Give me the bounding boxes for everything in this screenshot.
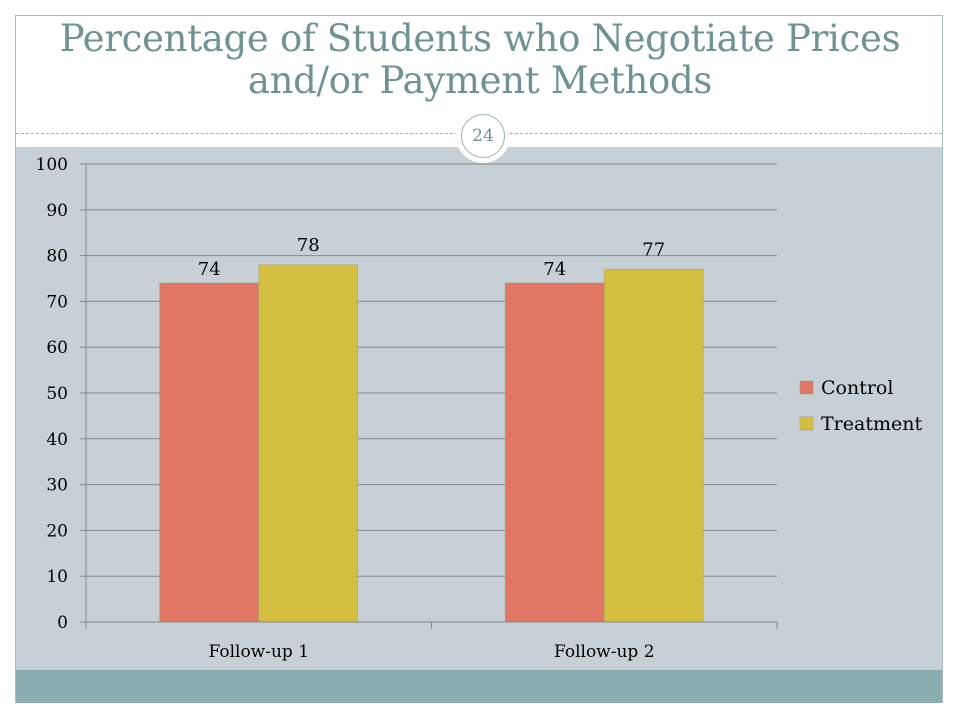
- y-tick-label: 100: [36, 155, 68, 175]
- y-tick-label: 10: [46, 567, 68, 587]
- bar-treatment-2: [603, 268, 704, 623]
- y-tick-label: 50: [46, 384, 68, 404]
- data-label: 78: [297, 235, 320, 256]
- legend-swatch-control: [799, 380, 814, 395]
- y-tick-label: 60: [46, 338, 68, 358]
- labels: 74 78 Follow-up 1 74 77 Follow-up 2: [198, 235, 665, 662]
- data-label: 74: [198, 259, 221, 280]
- y-tick-label: 20: [46, 521, 68, 541]
- y-tick-label: 30: [46, 476, 68, 496]
- footer-band: [16, 670, 942, 703]
- x-category-label: Follow-up 1: [208, 642, 309, 662]
- y-tick-label: 40: [46, 430, 68, 450]
- bars: [159, 264, 704, 623]
- y-tick-label: 90: [46, 201, 68, 221]
- legend: Control Treatment: [799, 377, 922, 435]
- y-tick-label: 80: [46, 247, 68, 267]
- x-category-label: Follow-up 2: [554, 642, 655, 662]
- axes: 0 10 20 30 40 50 60 70 80 90 100: [36, 155, 778, 633]
- bar-control-2: [504, 282, 605, 623]
- y-tick-label: 0: [57, 613, 68, 633]
- slide-title: Percentage of Students who Negotiate Pri…: [59, 17, 901, 102]
- legend-label-treatment: Treatment: [821, 413, 922, 435]
- bar-treatment-1: [258, 264, 359, 623]
- data-label: 77: [642, 239, 665, 260]
- data-label: 74: [543, 259, 566, 280]
- legend-swatch-treatment: [799, 416, 814, 431]
- bar-control-1: [159, 282, 260, 623]
- slide-number: 24: [461, 114, 505, 158]
- legend-label-control: Control: [821, 377, 893, 399]
- y-tick-label: 70: [46, 292, 68, 312]
